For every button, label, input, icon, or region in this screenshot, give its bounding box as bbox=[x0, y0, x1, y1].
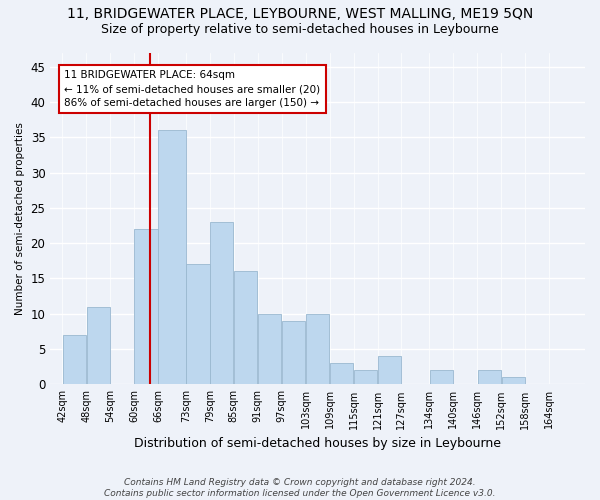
Bar bbox=[282, 321, 305, 384]
Bar bbox=[134, 229, 158, 384]
Bar bbox=[378, 356, 401, 384]
Text: 11, BRIDGEWATER PLACE, LEYBOURNE, WEST MALLING, ME19 5QN: 11, BRIDGEWATER PLACE, LEYBOURNE, WEST M… bbox=[67, 8, 533, 22]
Bar bbox=[330, 363, 353, 384]
Bar bbox=[62, 335, 86, 384]
Bar bbox=[187, 264, 209, 384]
Bar bbox=[502, 378, 525, 384]
Bar bbox=[354, 370, 377, 384]
Bar bbox=[210, 222, 233, 384]
Y-axis label: Number of semi-detached properties: Number of semi-detached properties bbox=[15, 122, 25, 315]
Text: Contains HM Land Registry data © Crown copyright and database right 2024.
Contai: Contains HM Land Registry data © Crown c… bbox=[104, 478, 496, 498]
Bar bbox=[158, 130, 185, 384]
Text: 11 BRIDGEWATER PLACE: 64sqm
← 11% of semi-detached houses are smaller (20)
86% o: 11 BRIDGEWATER PLACE: 64sqm ← 11% of sem… bbox=[64, 70, 320, 108]
X-axis label: Distribution of semi-detached houses by size in Leybourne: Distribution of semi-detached houses by … bbox=[134, 437, 501, 450]
Bar bbox=[86, 306, 110, 384]
Bar bbox=[306, 314, 329, 384]
Bar bbox=[258, 314, 281, 384]
Bar bbox=[430, 370, 453, 384]
Bar bbox=[478, 370, 501, 384]
Text: Size of property relative to semi-detached houses in Leybourne: Size of property relative to semi-detach… bbox=[101, 22, 499, 36]
Bar bbox=[234, 272, 257, 384]
